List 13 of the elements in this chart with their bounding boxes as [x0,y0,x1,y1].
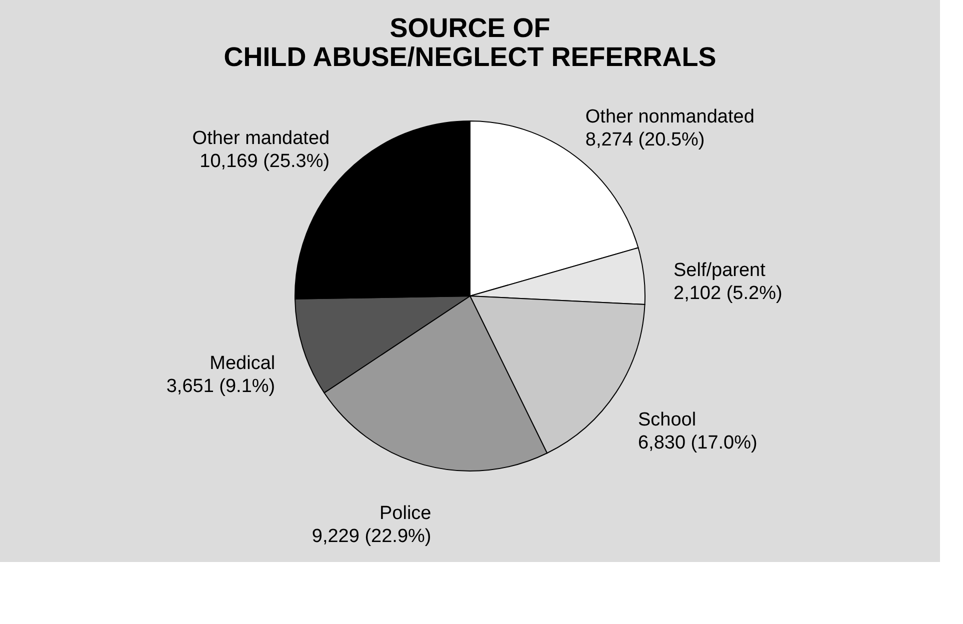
data-label: 2,102 (5.2%) [674,283,782,304]
data-label: 10,169 (25.3%) [200,151,330,172]
slice-label: Police [379,503,432,524]
slice-label: Self/parent [674,260,766,282]
slice-label: School [638,410,696,431]
data-label: 8,274 (20.5%) [585,129,705,150]
chart-title: SOURCE OF CHILD ABUSE/NEGLECT REFERRALS [224,13,716,72]
slice-label: Medical [210,352,276,374]
data-label: 6,830 (17.0%) [638,432,758,454]
slice-label: Other nonmandated [585,106,754,128]
slice-label: Other mandated [192,128,330,150]
data-label: 9,229 (22.9%) [312,526,432,548]
data-label: 3,651 (9.1%) [166,376,276,397]
